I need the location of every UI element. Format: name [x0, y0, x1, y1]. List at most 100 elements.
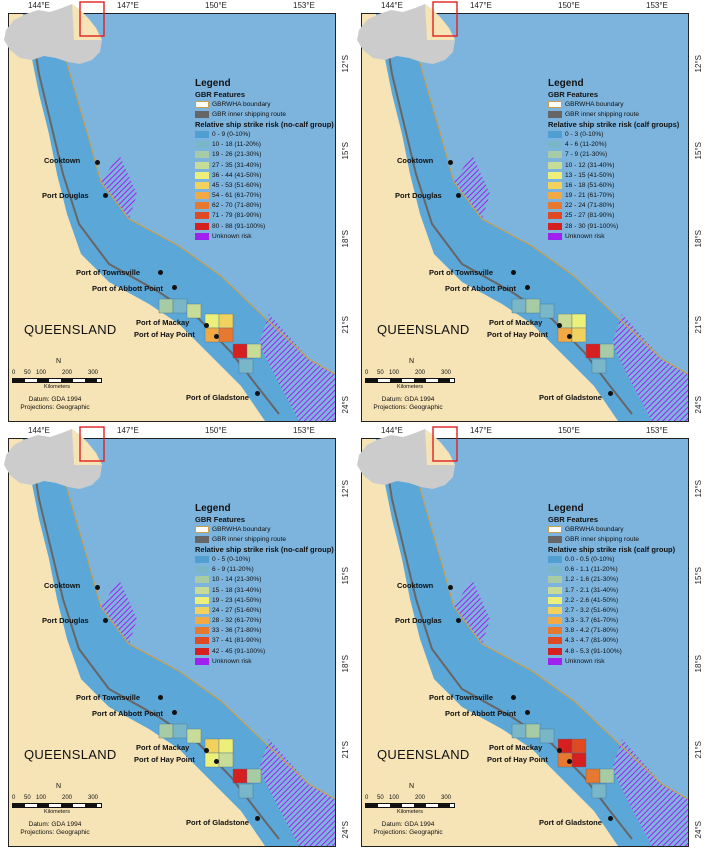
legend-swatch — [548, 566, 562, 574]
queensland-land — [362, 439, 618, 846]
legend-row-class: 10 - 18 (11-20%) — [195, 140, 335, 150]
legend-label: GBRWHA boundary — [565, 525, 624, 533]
scale-unit: Kilometers — [397, 384, 423, 390]
datum-line: Datum: GDA 1994 — [28, 821, 82, 828]
risk-cell — [246, 343, 262, 359]
map-frame — [361, 13, 689, 422]
datum-note: Datum: GDA 1994 Projections: Geographic — [10, 396, 100, 412]
lon-label: 153°E — [293, 426, 315, 435]
legend-swatch — [548, 161, 562, 169]
legend-swatch — [548, 606, 562, 614]
legend-row-class: 24 - 27 (51-60%) — [195, 605, 335, 615]
legend-label: 1.7 - 2.1 (31-40%) — [565, 586, 619, 594]
scale-bar: 0 50 100 200 300 Kilometers — [365, 795, 455, 815]
city-dot — [103, 193, 108, 198]
lon-label: 144°E — [381, 426, 403, 435]
legend-label: 2.2 - 2.6 (41-50%) — [565, 596, 619, 604]
lat-label: 18°S — [341, 230, 350, 248]
lon-label: 153°E — [646, 426, 668, 435]
lat-label: 21°S — [694, 316, 703, 334]
city-dot — [172, 710, 177, 715]
legend-swatch — [548, 171, 562, 179]
risk-cell — [571, 327, 587, 343]
legend-row-class: 71 - 79 (81-90%) — [195, 211, 335, 221]
legend-row-class: 4 - 6 (11-20%) — [548, 140, 688, 150]
legend-label: 2.7 - 3.2 (51-60%) — [565, 606, 619, 614]
legend-row-class: 7 - 9 (21-30%) — [548, 150, 688, 160]
legend: Legend GBR Features GBRWHA boundary GBR … — [195, 503, 335, 666]
legend-swatch — [548, 100, 562, 108]
legend-row-class: 0 - 3 (0-10%) — [548, 129, 688, 139]
legend-label: 10 - 12 (31-40%) — [565, 161, 615, 169]
scale-tick: 200 — [415, 370, 426, 376]
legend-label: GBR inner shipping route — [565, 110, 640, 118]
legend-row-class: 1.7 - 2.1 (31-40%) — [548, 585, 688, 595]
datum-line: Datum: GDA 1994 — [28, 396, 82, 403]
legend-row-boundary: GBRWHA boundary — [195, 524, 335, 534]
risk-cell — [525, 723, 541, 739]
legend-risk-classes: 0 - 5 (0-10%) 6 - 9 (11-20%) 10 - 14 (21-3… — [195, 554, 335, 656]
legend-label: GBRWHA boundary — [565, 100, 624, 108]
legend-label: GBRWHA boundary — [212, 100, 271, 108]
datum-line: Datum: GDA 1994 — [381, 396, 435, 403]
map-frame — [361, 438, 689, 847]
unknown-risk-zone — [454, 154, 688, 421]
legend-label: 37 - 41 (81-90%) — [212, 637, 262, 645]
legend-row-class: 2.7 - 3.2 (51-60%) — [548, 605, 688, 615]
scale-ticks: 0 50 100 200 300 — [12, 795, 102, 803]
lon-label: 150°E — [205, 426, 227, 435]
lon-label: 150°E — [205, 1, 227, 10]
north-arrow: N — [409, 358, 415, 365]
city-dot — [456, 618, 461, 623]
inset-map — [357, 1, 458, 64]
legend-label: Unknown risk — [212, 232, 252, 240]
legend-label: 4 - 6 (11-20%) — [565, 141, 607, 149]
legend-row-class: 22 - 24 (71-80%) — [548, 201, 688, 211]
city-hay-point: Port of Hay Point — [134, 330, 195, 339]
city-dot — [158, 270, 163, 275]
lon-label: 144°E — [28, 1, 50, 10]
legend-swatch — [195, 576, 209, 584]
lat-label: 12°S — [341, 480, 350, 498]
legend-row-class: 10 - 14 (21-30%) — [195, 575, 335, 585]
legend-row-class: 36 - 44 (41-50%) — [195, 170, 335, 180]
legend-swatch — [548, 627, 562, 635]
lat-label: 15°S — [694, 567, 703, 585]
legend-row-boundary: GBRWHA boundary — [195, 99, 335, 109]
risk-cell — [571, 313, 587, 329]
gbr-region — [9, 439, 335, 846]
risk-cell — [511, 723, 527, 739]
scale-bar-graphic — [365, 378, 455, 383]
city-dot — [95, 160, 100, 165]
risk-cell — [571, 738, 587, 754]
scale-tick: 100 — [389, 370, 400, 376]
map-canvas — [9, 14, 335, 421]
legend-label: 3.8 - 4.2 (71-80%) — [565, 627, 619, 635]
risk-cells — [158, 723, 262, 799]
lon-label: 144°E — [28, 426, 50, 435]
lon-label: 150°E — [558, 426, 580, 435]
legend-swatch — [195, 627, 209, 635]
legend-risk-title: Relative ship strike risk (no-calf group… — [195, 120, 334, 130]
legend-features-title: GBR Features — [548, 90, 599, 99]
datum-note: Datum: GDA 1994 Projections: Geographic — [363, 821, 453, 837]
lat-label: 21°S — [341, 316, 350, 334]
lon-label: 147°E — [470, 1, 492, 10]
risk-cell — [599, 768, 615, 784]
lon-label: 147°E — [117, 1, 139, 10]
legend-label: 19 - 23 (41-50%) — [212, 596, 262, 604]
city-dot — [255, 391, 260, 396]
legend-swatch — [195, 525, 209, 533]
legend-risk-classes: 0 - 9 (0-10%) 10 - 18 (11-20%) 19 - 26 (21… — [195, 129, 335, 231]
legend-row-boundary: GBRWHA boundary — [548, 99, 688, 109]
legend-swatch — [548, 151, 562, 159]
scale-tick: 50 — [24, 370, 31, 376]
map-canvas — [362, 439, 688, 846]
legend-label: 4.3 - 4.7 (81-90%) — [565, 637, 619, 645]
legend-label: 16 - 18 (51-60%) — [565, 181, 615, 189]
gbrwha-boundary — [48, 14, 335, 375]
legend-label: 1.2 - 1.6 (21-30%) — [565, 576, 619, 584]
legend-label: 22 - 24 (71-80%) — [565, 202, 615, 210]
city-dot — [214, 334, 219, 339]
datum-line: Datum: GDA 1994 — [381, 821, 435, 828]
